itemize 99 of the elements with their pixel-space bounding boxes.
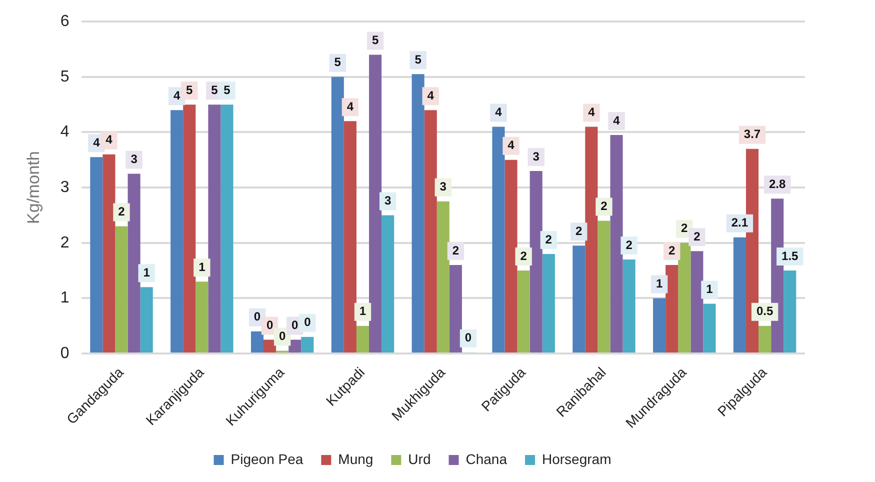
bar [622, 259, 636, 353]
bar [412, 74, 424, 353]
bar [128, 174, 140, 353]
data-label: 1 [656, 276, 663, 291]
data-label: 2 [626, 238, 633, 252]
bar [183, 104, 196, 353]
bar [140, 287, 153, 353]
data-label: 5 [224, 82, 231, 97]
bar [492, 126, 505, 353]
data-label: 2.8 [768, 176, 786, 191]
bar [220, 104, 234, 353]
data-label: 1 [359, 304, 366, 318]
y-tick-label: 3 [60, 178, 70, 196]
legend-label: Mung [338, 450, 374, 467]
legend-label: Urd [408, 450, 431, 467]
bar [102, 154, 116, 353]
bar [690, 251, 704, 353]
data-label: 1 [198, 260, 206, 274]
data-label: 4 [427, 88, 434, 102]
data-label: 0 [304, 315, 312, 330]
data-label: 2 [520, 248, 528, 263]
bar [424, 110, 437, 353]
data-label: 1.5 [782, 248, 799, 263]
bar [288, 340, 302, 353]
bar [449, 265, 462, 353]
bar [382, 215, 394, 353]
bar [598, 220, 610, 353]
bar [436, 201, 450, 353]
y-tick-label: 2 [60, 234, 70, 252]
data-label: 3.7 [744, 127, 761, 142]
legend-label: Pigeon Pea [230, 450, 304, 467]
bar [250, 331, 264, 353]
bar [530, 170, 542, 353]
bar [196, 282, 208, 353]
data-label: 4 [508, 138, 515, 152]
bar [170, 110, 184, 353]
data-label: 5 [211, 82, 218, 97]
data-label: 2.1 [731, 216, 748, 230]
y-tick-label: 5 [60, 68, 70, 86]
bar [678, 242, 691, 353]
data-label: 5 [186, 82, 194, 97]
data-label: 2 [576, 224, 583, 238]
data-label: 2 [545, 232, 552, 246]
data-label: 3 [130, 152, 138, 166]
bar [784, 270, 796, 353]
data-label: 5 [414, 52, 422, 66]
data-label: 3 [384, 194, 392, 208]
bar [572, 246, 586, 353]
bar [344, 121, 356, 353]
data-label: 2 [681, 221, 688, 236]
bar [208, 104, 221, 353]
data-label: 4 [588, 105, 596, 120]
data-label: 0 [464, 330, 472, 345]
y-tick-label: 1 [60, 290, 70, 307]
bar [90, 157, 103, 353]
data-label: 0 [266, 318, 274, 332]
data-label: 0.5 [756, 304, 774, 318]
bar [301, 336, 314, 353]
data-label: 4 [173, 88, 180, 102]
data-label: 0 [292, 318, 299, 332]
data-label: 1 [143, 265, 150, 280]
data-label: 5 [372, 33, 379, 48]
bar [369, 54, 382, 353]
y-axis-title: Kg/month [24, 151, 43, 224]
data-label: 2 [668, 243, 676, 258]
bar [666, 265, 678, 353]
bar [356, 326, 370, 353]
bar [331, 76, 344, 353]
bar [264, 340, 276, 353]
bar [585, 126, 598, 353]
data-label: 4 [106, 132, 113, 147]
bar [733, 237, 746, 353]
y-tick-label: 6 [60, 13, 70, 30]
legend-label: Chana [466, 450, 508, 467]
legend-label: Horsegram [542, 450, 612, 467]
data-label: 4 [93, 135, 100, 150]
bar [542, 254, 555, 353]
data-label: 0 [254, 310, 261, 324]
data-label: 2 [600, 199, 608, 214]
bar [517, 270, 530, 353]
bar [115, 226, 128, 353]
bar [504, 160, 518, 353]
bar [610, 135, 623, 353]
bar [653, 298, 666, 353]
y-tick-label: 4 [60, 124, 70, 141]
data-label: 2 [452, 243, 460, 258]
data-label: 2 [694, 230, 701, 244]
data-label: 1 [706, 282, 714, 296]
data-label: 0 [278, 329, 286, 344]
data-label: 5 [334, 55, 342, 70]
data-label: 2 [118, 204, 126, 219]
bar [703, 304, 716, 353]
data-label: 3 [440, 180, 447, 194]
data-label: 4 [495, 105, 502, 120]
data-label: 4 [346, 99, 354, 114]
y-tick-label: 0 [60, 344, 70, 362]
data-label: 4 [613, 113, 620, 128]
data-label: 3 [532, 149, 540, 164]
bar [758, 326, 772, 353]
